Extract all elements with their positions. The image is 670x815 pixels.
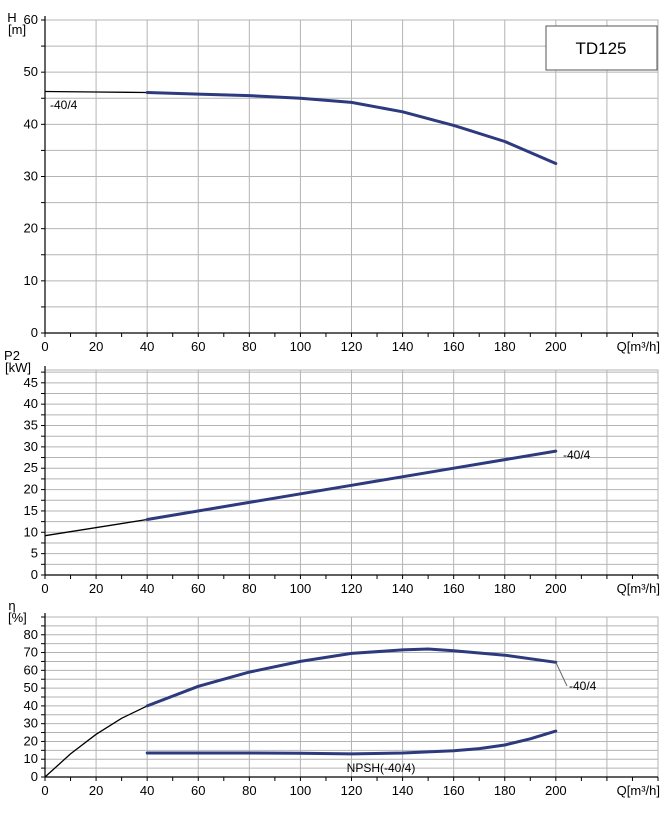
head-x-tick-label: 80: [242, 339, 256, 354]
power-y-tick-label: 0: [31, 567, 38, 582]
efficiency-y-tick-label: 0: [31, 769, 38, 784]
power-y-tick-label: 10: [24, 524, 38, 539]
efficiency-y-tick-label: 50: [24, 680, 38, 695]
efficiency-series-0-line: [145, 647, 558, 708]
power-y-axis-label: P2: [4, 348, 20, 363]
efficiency-y-tick-label: 40: [24, 698, 38, 713]
head-y-tick-label: 30: [24, 169, 38, 184]
power-y-tick-label: 30: [24, 439, 38, 454]
head-series-0-label: -40/4: [50, 98, 78, 112]
efficiency-x-tick-label: 160: [443, 783, 465, 798]
head-y-tick-label: 40: [24, 116, 38, 131]
efficiency-x-tick-label: 80: [242, 783, 256, 798]
efficiency-x-tick-label: 40: [140, 783, 154, 798]
head-y-tick-label: 50: [24, 64, 38, 79]
power-x-tick-label: 140: [392, 581, 414, 596]
power-y-tick-label: 25: [24, 460, 38, 475]
efficiency-series-1-line: [145, 729, 558, 756]
efficiency-y-tick-label: 30: [24, 716, 38, 731]
title-box-text: TD125: [575, 39, 626, 58]
head-x-tick-label: 120: [341, 339, 363, 354]
head-y-tick-label: 10: [24, 273, 38, 288]
power-x-tick-label: 160: [443, 581, 465, 596]
power-y-tick-label: 40: [24, 396, 38, 411]
efficiency-x-tick-label: 120: [341, 783, 363, 798]
efficiency-chart: 0 10 20 30 40 50 60 70 80 0 20 40 60 80 100 120 140 160 18…: [8, 598, 660, 798]
efficiency-y-axis-label: η: [8, 598, 15, 613]
efficiency-x-tick-label: 200: [545, 783, 567, 798]
efficiency-series-0-label: -40/4: [569, 679, 597, 693]
power-series-0-label: -40/4: [563, 448, 591, 462]
head-x-tick-label: 140: [392, 339, 414, 354]
power-x-tick-label: 60: [191, 581, 205, 596]
power-x-tick-label: 20: [89, 581, 103, 596]
power-x-tick-label: 80: [242, 581, 256, 596]
power-x-tick-label: 200: [545, 581, 567, 596]
power-y-tick-label: 15: [24, 503, 38, 518]
head-y-tick-label: 60: [24, 12, 38, 27]
efficiency-x-tick-label: 0: [41, 783, 48, 798]
efficiency-series-0-leader: [555, 662, 568, 687]
efficiency-x-axis-label: Q[m³/h]: [617, 783, 660, 798]
efficiency-x-tick-label: 20: [89, 783, 103, 798]
power-series-0-line: [145, 449, 558, 521]
head-x-tick-label: 20: [89, 339, 103, 354]
power-x-tick-label: 40: [140, 581, 154, 596]
efficiency-series-0-extrapolated-line: [44, 705, 148, 778]
head-x-tick-label: 180: [494, 339, 516, 354]
efficiency-y-tick-label: 10: [24, 751, 38, 766]
power-y-tick-label: 5: [31, 546, 38, 561]
power-y-tick-label: 35: [24, 418, 38, 433]
head-series-0-extrapolated-line: [44, 90, 148, 94]
power-chart: 0 5 10 15 20 25 30 35 40 45 0 20 40 60 80 100 120 140 160 1…: [4, 348, 660, 596]
head-series-0-line: [145, 91, 558, 165]
efficiency-x-tick-label: 140: [392, 783, 414, 798]
power-x-tick-label: 120: [341, 581, 363, 596]
head-x-axis-label: Q[m³/h]: [617, 339, 660, 354]
efficiency-x-tick-label: 180: [494, 783, 516, 798]
efficiency-y-tick-label: 80: [24, 627, 38, 642]
head-y-axis-label: H: [7, 10, 16, 25]
efficiency-x-tick-label: 60: [191, 783, 205, 798]
power-y-axis-unit: [kW]: [5, 360, 31, 375]
power-x-tick-label: 0: [41, 581, 48, 596]
power-series-0-extrapolated-line: [44, 518, 148, 537]
head-y-axis-unit: [m]: [8, 22, 26, 37]
efficiency-x-tick-label: 100: [290, 783, 312, 798]
head-chart: 0 10 20 30 40 50 60 0 20 40 60 80 100 120 140 160 180 200…: [7, 10, 660, 354]
head-x-tick-label: 200: [545, 339, 567, 354]
head-x-tick-label: 100: [290, 339, 312, 354]
power-y-tick-label: 20: [24, 482, 38, 497]
efficiency-y-tick-label: 60: [24, 662, 38, 677]
power-x-axis-label: Q[m³/h]: [617, 581, 660, 596]
head-x-tick-label: 60: [191, 339, 205, 354]
efficiency-series-1-label: NPSH(-40/4): [347, 761, 416, 775]
efficiency-y-tick-label: 70: [24, 645, 38, 660]
head-x-tick-label: 40: [140, 339, 154, 354]
efficiency-y-axis-unit: [%]: [8, 610, 27, 625]
power-x-tick-label: 100: [290, 581, 312, 596]
efficiency-y-tick-label: 20: [24, 733, 38, 748]
title-box: TD125: [545, 25, 658, 71]
power-x-tick-label: 180: [494, 581, 516, 596]
head-y-tick-label: 0: [31, 325, 38, 340]
power-y-tick-label: 45: [24, 375, 38, 390]
head-x-tick-label: 0: [41, 339, 48, 354]
head-x-tick-label: 160: [443, 339, 465, 354]
head-y-tick-label: 20: [24, 221, 38, 236]
